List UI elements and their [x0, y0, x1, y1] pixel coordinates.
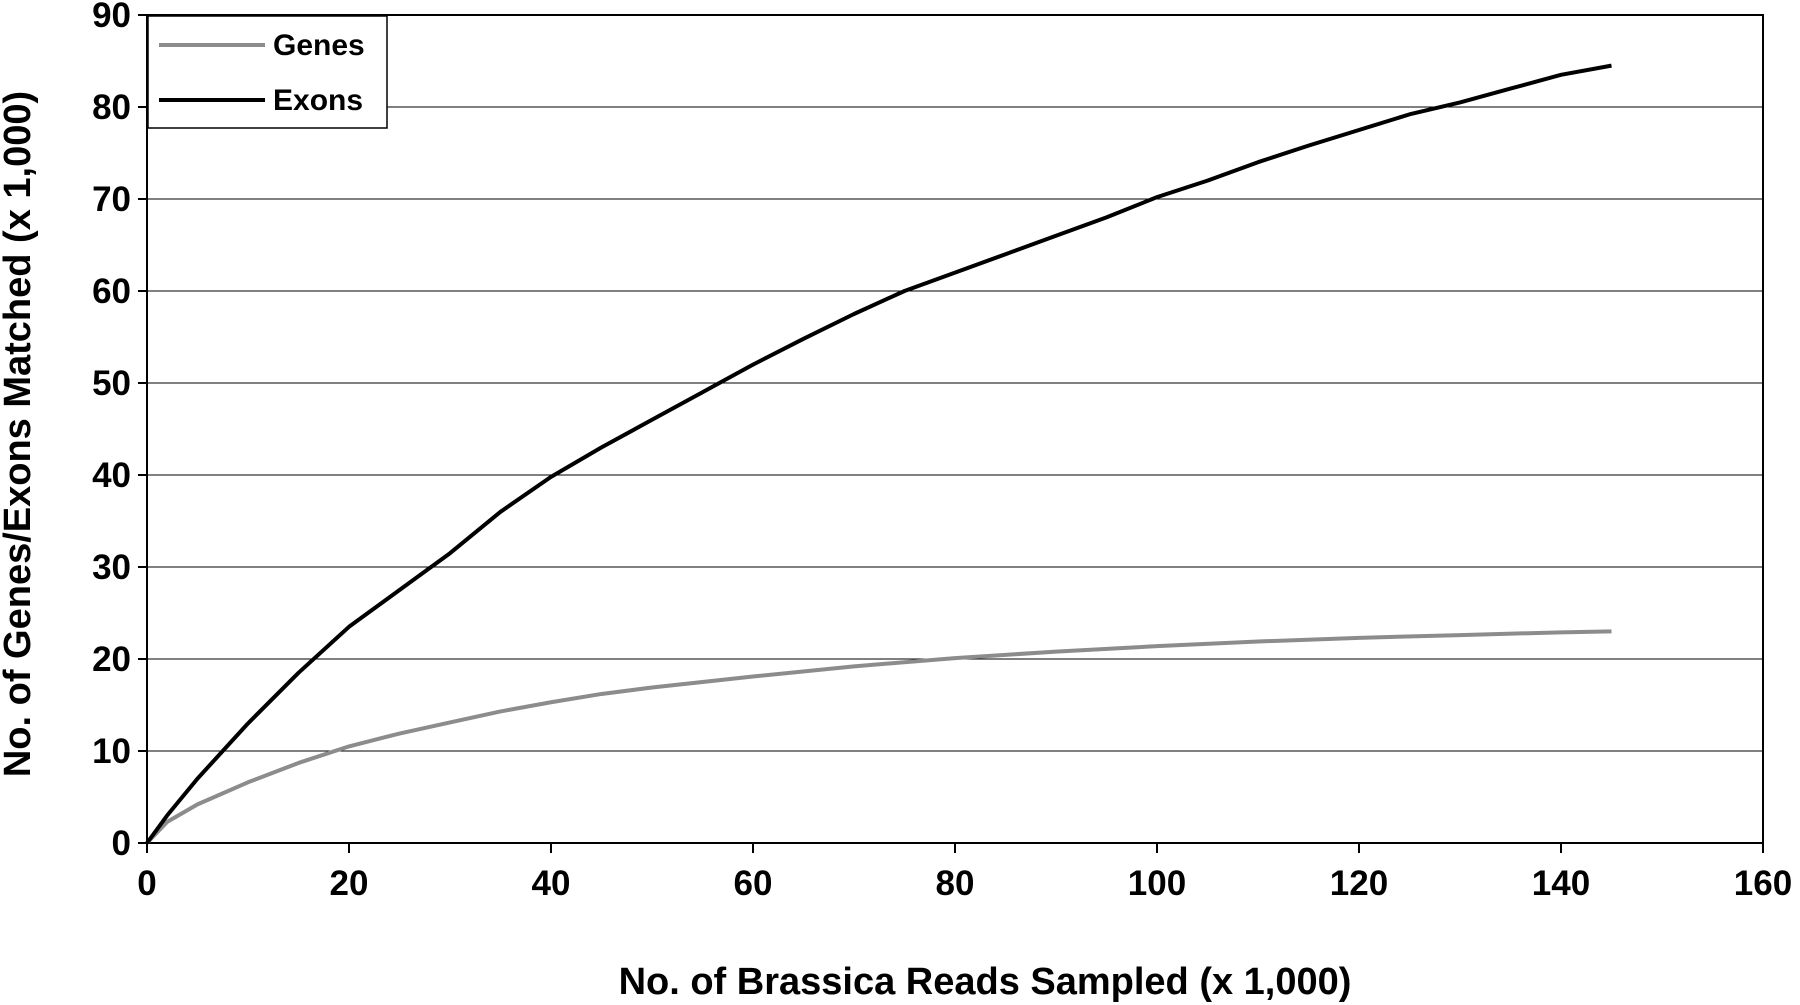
x-tick-label: 80: [936, 864, 975, 903]
plot-area-frame: [146, 14, 1764, 844]
y-tick-label: 20: [92, 640, 131, 679]
x-tick-label: 160: [1734, 864, 1792, 903]
y-tick-label: 30: [92, 548, 131, 587]
series-lines: [145, 63, 1612, 845]
axis-ticks: 0 10 20 30 40 50 60 70 80 90 0 20 40 60 80 100 120 140 160: [92, 0, 1792, 903]
y-tick-label: 60: [92, 272, 131, 311]
legend: Genes Exons: [147, 15, 388, 129]
x-tick-label: 20: [330, 864, 369, 903]
legend-label-exons: Exons: [273, 84, 363, 117]
x-tick-label: 40: [532, 864, 571, 903]
legend-label-genes: Genes: [273, 29, 365, 62]
x-axis-title: No. of Brassica Reads Sampled (x 1,000): [619, 961, 1352, 1003]
legend-box: [147, 15, 388, 129]
y-tick-label: 50: [92, 364, 131, 403]
x-tick-label: 100: [1128, 864, 1186, 903]
y-tick-label: 90: [92, 0, 131, 35]
y-tick-label: 40: [92, 456, 131, 495]
gridlines: [147, 106, 1763, 752]
series-line-exons: [145, 63, 1612, 845]
x-tick-label: 0: [137, 864, 156, 903]
y-tick-label: 70: [92, 180, 131, 219]
y-axis-title: No. of Genes/Exons Matched (x 1,000): [0, 91, 39, 777]
y-tick-label: 10: [92, 732, 131, 771]
series-line-genes: [145, 629, 1612, 845]
y-tick-label: 80: [92, 88, 131, 127]
x-tick-label: 60: [734, 864, 773, 903]
x-tick-label: 120: [1330, 864, 1388, 903]
y-tick-label: 0: [112, 824, 131, 863]
x-tick-label: 140: [1532, 864, 1590, 903]
